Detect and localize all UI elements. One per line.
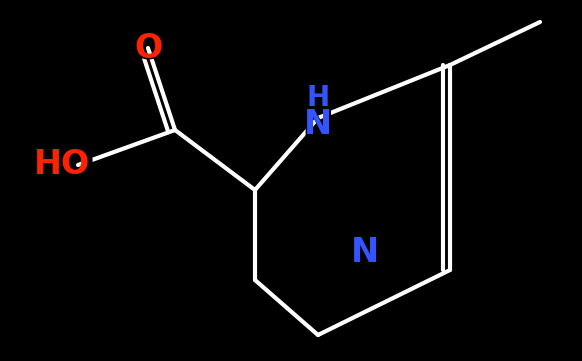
Text: H: H bbox=[304, 82, 332, 114]
Text: HO: HO bbox=[29, 146, 95, 184]
Text: O: O bbox=[134, 31, 162, 65]
Text: N: N bbox=[304, 109, 332, 142]
Text: O: O bbox=[132, 29, 165, 67]
Text: HO: HO bbox=[34, 148, 90, 182]
Text: N: N bbox=[301, 106, 334, 144]
Text: H: H bbox=[307, 84, 329, 112]
Text: N: N bbox=[349, 233, 381, 271]
Text: N: N bbox=[351, 235, 379, 269]
